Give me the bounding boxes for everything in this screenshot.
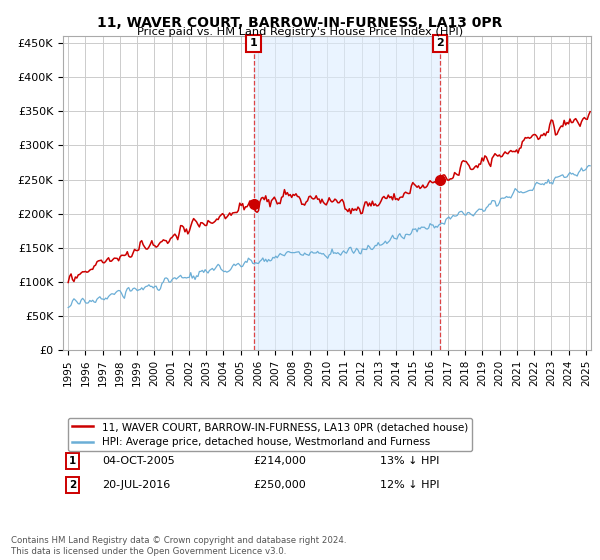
Text: 2: 2 xyxy=(436,38,444,48)
Legend: 11, WAVER COURT, BARROW-IN-FURNESS, LA13 0PR (detached house), HPI: Average pric: 11, WAVER COURT, BARROW-IN-FURNESS, LA13… xyxy=(68,418,472,451)
Text: Contains HM Land Registry data © Crown copyright and database right 2024.
This d: Contains HM Land Registry data © Crown c… xyxy=(11,536,346,556)
Text: 2: 2 xyxy=(69,480,76,490)
Text: 04-OCT-2005: 04-OCT-2005 xyxy=(103,456,175,466)
Text: 1: 1 xyxy=(69,456,76,466)
Text: 20-JUL-2016: 20-JUL-2016 xyxy=(103,480,171,490)
Text: £250,000: £250,000 xyxy=(253,480,306,490)
Bar xyxy=(254,36,440,350)
Text: 13% ↓ HPI: 13% ↓ HPI xyxy=(380,456,439,466)
Text: 12% ↓ HPI: 12% ↓ HPI xyxy=(380,480,439,490)
Text: Price paid vs. HM Land Registry's House Price Index (HPI): Price paid vs. HM Land Registry's House … xyxy=(137,27,463,37)
Text: 1: 1 xyxy=(250,38,257,48)
Text: 11, WAVER COURT, BARROW-IN-FURNESS, LA13 0PR: 11, WAVER COURT, BARROW-IN-FURNESS, LA13… xyxy=(97,16,503,30)
Text: £214,000: £214,000 xyxy=(253,456,306,466)
